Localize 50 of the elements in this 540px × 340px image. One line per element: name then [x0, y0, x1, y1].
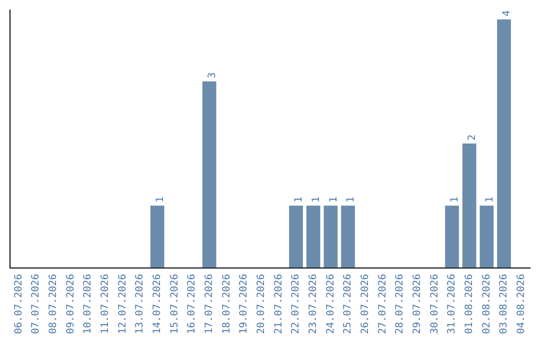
bar [324, 206, 338, 268]
x-tick-label: 27.07.2026 [377, 274, 388, 334]
x-tick-label: 31.07.2026 [446, 274, 458, 334]
data-label: 1 [346, 196, 357, 203]
data-label: 1 [154, 196, 166, 203]
x-tick-label: 28.07.2026 [394, 274, 406, 334]
x-tick-label: 09.07.2026 [65, 274, 76, 334]
x-tick-label: 24.07.2026 [325, 274, 336, 334]
x-tick-label: 01.08.2026 [464, 274, 475, 334]
data-label: 3 [206, 72, 218, 78]
x-tick-label: 03.08.2026 [498, 274, 510, 334]
data-label: 1 [310, 196, 322, 203]
x-tick-label: 18.07.2026 [221, 274, 232, 334]
x-tick-label: 16.07.2026 [186, 274, 198, 334]
x-tick-label: 12.07.2026 [117, 274, 128, 334]
x-tick-label: 14.07.2026 [152, 274, 163, 334]
x-tick-label: 17.07.2026 [204, 274, 215, 334]
data-label: 1 [484, 196, 496, 203]
x-tick-label: 22.07.2026 [290, 274, 302, 334]
x-tick-label: 29.07.2026 [412, 274, 423, 334]
x-tick-label: 13.07.2026 [134, 274, 146, 334]
x-tick-label: 08.07.2026 [48, 274, 59, 334]
x-tick-label: 20.07.2026 [256, 274, 267, 334]
bar [341, 206, 355, 268]
x-tick-label: 04.08.2026 [516, 274, 527, 334]
data-label: 1 [294, 196, 305, 203]
x-tick-label: 10.07.2026 [82, 274, 94, 334]
data-label: 1 [328, 196, 340, 203]
bar [480, 206, 494, 268]
bar [462, 144, 476, 268]
data-label: 2 [466, 134, 478, 141]
bar [497, 19, 511, 268]
x-tick-label: 15.07.2026 [169, 274, 180, 334]
bar [202, 81, 216, 268]
x-tick-label: 06.07.2026 [13, 274, 24, 334]
data-label: 1 [450, 196, 461, 203]
x-tick-label: 19.07.2026 [238, 274, 250, 334]
x-tick-label: 21.07.2026 [273, 274, 284, 334]
x-tick-label: 23.07.2026 [308, 274, 319, 334]
bar [289, 206, 303, 268]
x-tick-label: 11.07.2026 [100, 274, 111, 334]
bar [150, 206, 164, 268]
x-tick-label: 07.07.2026 [30, 274, 42, 334]
x-tick-label: 30.07.2026 [429, 274, 440, 334]
x-tick-label: 26.07.2026 [360, 274, 371, 334]
bar [306, 206, 320, 268]
bar [445, 206, 459, 268]
x-tick-label: 02.08.2026 [481, 274, 492, 334]
data-label: 4 [502, 10, 513, 16]
x-tick-label: 25.07.2026 [342, 274, 354, 334]
